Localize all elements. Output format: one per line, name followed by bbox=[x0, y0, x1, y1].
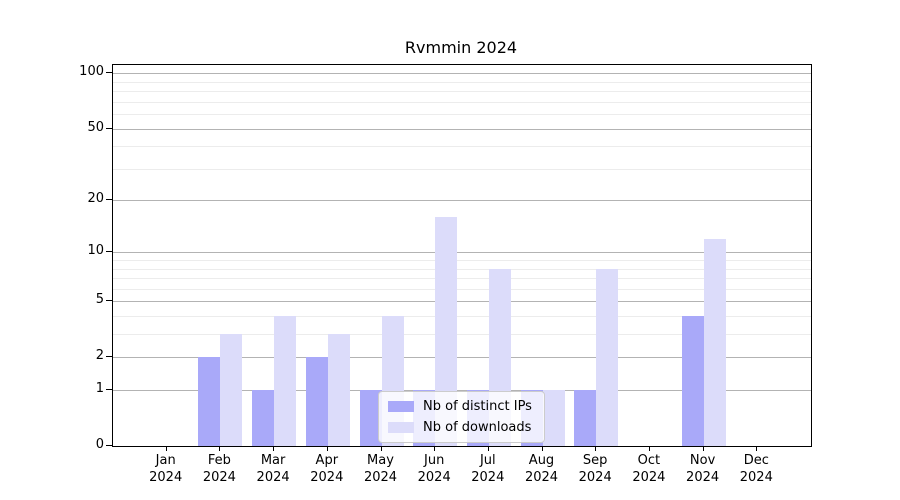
x-tick-label: Feb 2024 bbox=[202, 453, 236, 485]
gridline-major bbox=[113, 301, 811, 303]
gridline-minor bbox=[113, 334, 811, 336]
bar-distinct-ips bbox=[574, 390, 597, 446]
x-tick-label: Jun 2024 bbox=[417, 453, 451, 485]
bar-downloads bbox=[703, 238, 726, 446]
y-tick-label: 20 bbox=[87, 191, 104, 207]
legend-item-downloads: Nb of downloads bbox=[388, 420, 532, 435]
x-tick-label: Dec 2024 bbox=[739, 453, 773, 485]
bar-downloads bbox=[220, 334, 243, 446]
chart-title: Rvmmin 2024 bbox=[404, 38, 518, 57]
y-tick-label: 0 bbox=[95, 437, 104, 452]
gridline-minor bbox=[113, 114, 811, 116]
y-tick-mark bbox=[106, 127, 112, 129]
legend-swatch-distinct-ips bbox=[388, 401, 414, 412]
y-tick-mark bbox=[106, 251, 112, 253]
gridline-major bbox=[113, 200, 811, 202]
y-tick-label: 50 bbox=[87, 119, 104, 135]
x-tick-mark bbox=[541, 446, 543, 451]
bar-downloads bbox=[274, 316, 297, 446]
legend: Nb of distinct IPs Nb of downloads bbox=[378, 391, 545, 443]
y-tick-label: 5 bbox=[95, 292, 104, 308]
gridline-major bbox=[113, 390, 811, 391]
gridline-major bbox=[113, 128, 811, 130]
y-tick-mark bbox=[106, 445, 112, 446]
bar-downloads bbox=[435, 217, 458, 446]
y-tick-mark bbox=[106, 199, 112, 201]
x-tick-label: Jan 2024 bbox=[149, 453, 183, 485]
gridline-minor bbox=[113, 101, 811, 103]
legend-label-distinct-ips: Nb of distinct IPs bbox=[423, 399, 532, 414]
legend-label-downloads: Nb of downloads bbox=[423, 420, 532, 435]
y-tick-label: 10 bbox=[87, 243, 104, 259]
bar-downloads bbox=[542, 390, 565, 446]
gridline-minor bbox=[113, 278, 811, 280]
gridline-minor bbox=[113, 168, 811, 170]
gridline-minor bbox=[113, 288, 811, 290]
legend-item-distinct-ips: Nb of distinct IPs bbox=[388, 399, 532, 414]
gridline-major bbox=[113, 252, 811, 254]
x-tick-label: May 2024 bbox=[363, 453, 398, 485]
bar-downloads bbox=[327, 334, 350, 446]
bar-distinct-ips bbox=[198, 357, 221, 446]
x-tick-mark bbox=[702, 446, 704, 451]
plot-area: Nb of distinct IPs Nb of downloads bbox=[112, 64, 812, 447]
x-tick-label: Aug 2024 bbox=[524, 453, 559, 485]
x-tick-mark bbox=[434, 446, 436, 451]
x-tick-label: Jul 2024 bbox=[471, 453, 505, 485]
bar-downloads bbox=[596, 268, 619, 446]
x-tick-mark bbox=[326, 446, 328, 451]
gridline-minor bbox=[113, 81, 811, 83]
y-tick-mark bbox=[106, 300, 112, 302]
bar-distinct-ips bbox=[252, 390, 275, 446]
x-tick-mark bbox=[380, 446, 382, 451]
bar-distinct-ips bbox=[305, 357, 328, 446]
x-tick-label: Apr 2024 bbox=[310, 453, 344, 485]
x-tick-mark bbox=[273, 446, 275, 451]
x-tick-mark bbox=[487, 446, 489, 451]
x-tick-mark bbox=[595, 446, 597, 451]
legend-swatch-downloads bbox=[388, 422, 414, 433]
x-tick-label: Mar 2024 bbox=[256, 453, 290, 485]
y-tick-label: 100 bbox=[79, 64, 104, 80]
gridline-major bbox=[113, 357, 811, 359]
y-tick-mark bbox=[106, 72, 112, 74]
gridline-minor bbox=[113, 146, 811, 148]
y-tick-label: 2 bbox=[95, 348, 104, 364]
y-tick-mark bbox=[106, 356, 112, 358]
x-tick-mark bbox=[165, 446, 167, 451]
x-tick-label: Sep 2024 bbox=[578, 453, 612, 485]
x-tick-mark bbox=[648, 446, 650, 451]
bar-distinct-ips bbox=[681, 316, 704, 446]
gridline-minor bbox=[113, 260, 811, 262]
x-tick-mark bbox=[756, 446, 758, 451]
y-tick-mark bbox=[106, 389, 112, 391]
x-tick-label: Nov 2024 bbox=[686, 453, 720, 485]
gridline-minor bbox=[113, 268, 811, 270]
x-tick-mark bbox=[219, 446, 221, 451]
y-tick-label: 1 bbox=[95, 381, 104, 397]
x-tick-label: Oct 2024 bbox=[632, 453, 666, 485]
gridline-minor bbox=[113, 91, 811, 93]
bar-distinct-ips bbox=[359, 390, 382, 446]
gridline-minor bbox=[113, 316, 811, 317]
gridline-major bbox=[113, 73, 811, 75]
